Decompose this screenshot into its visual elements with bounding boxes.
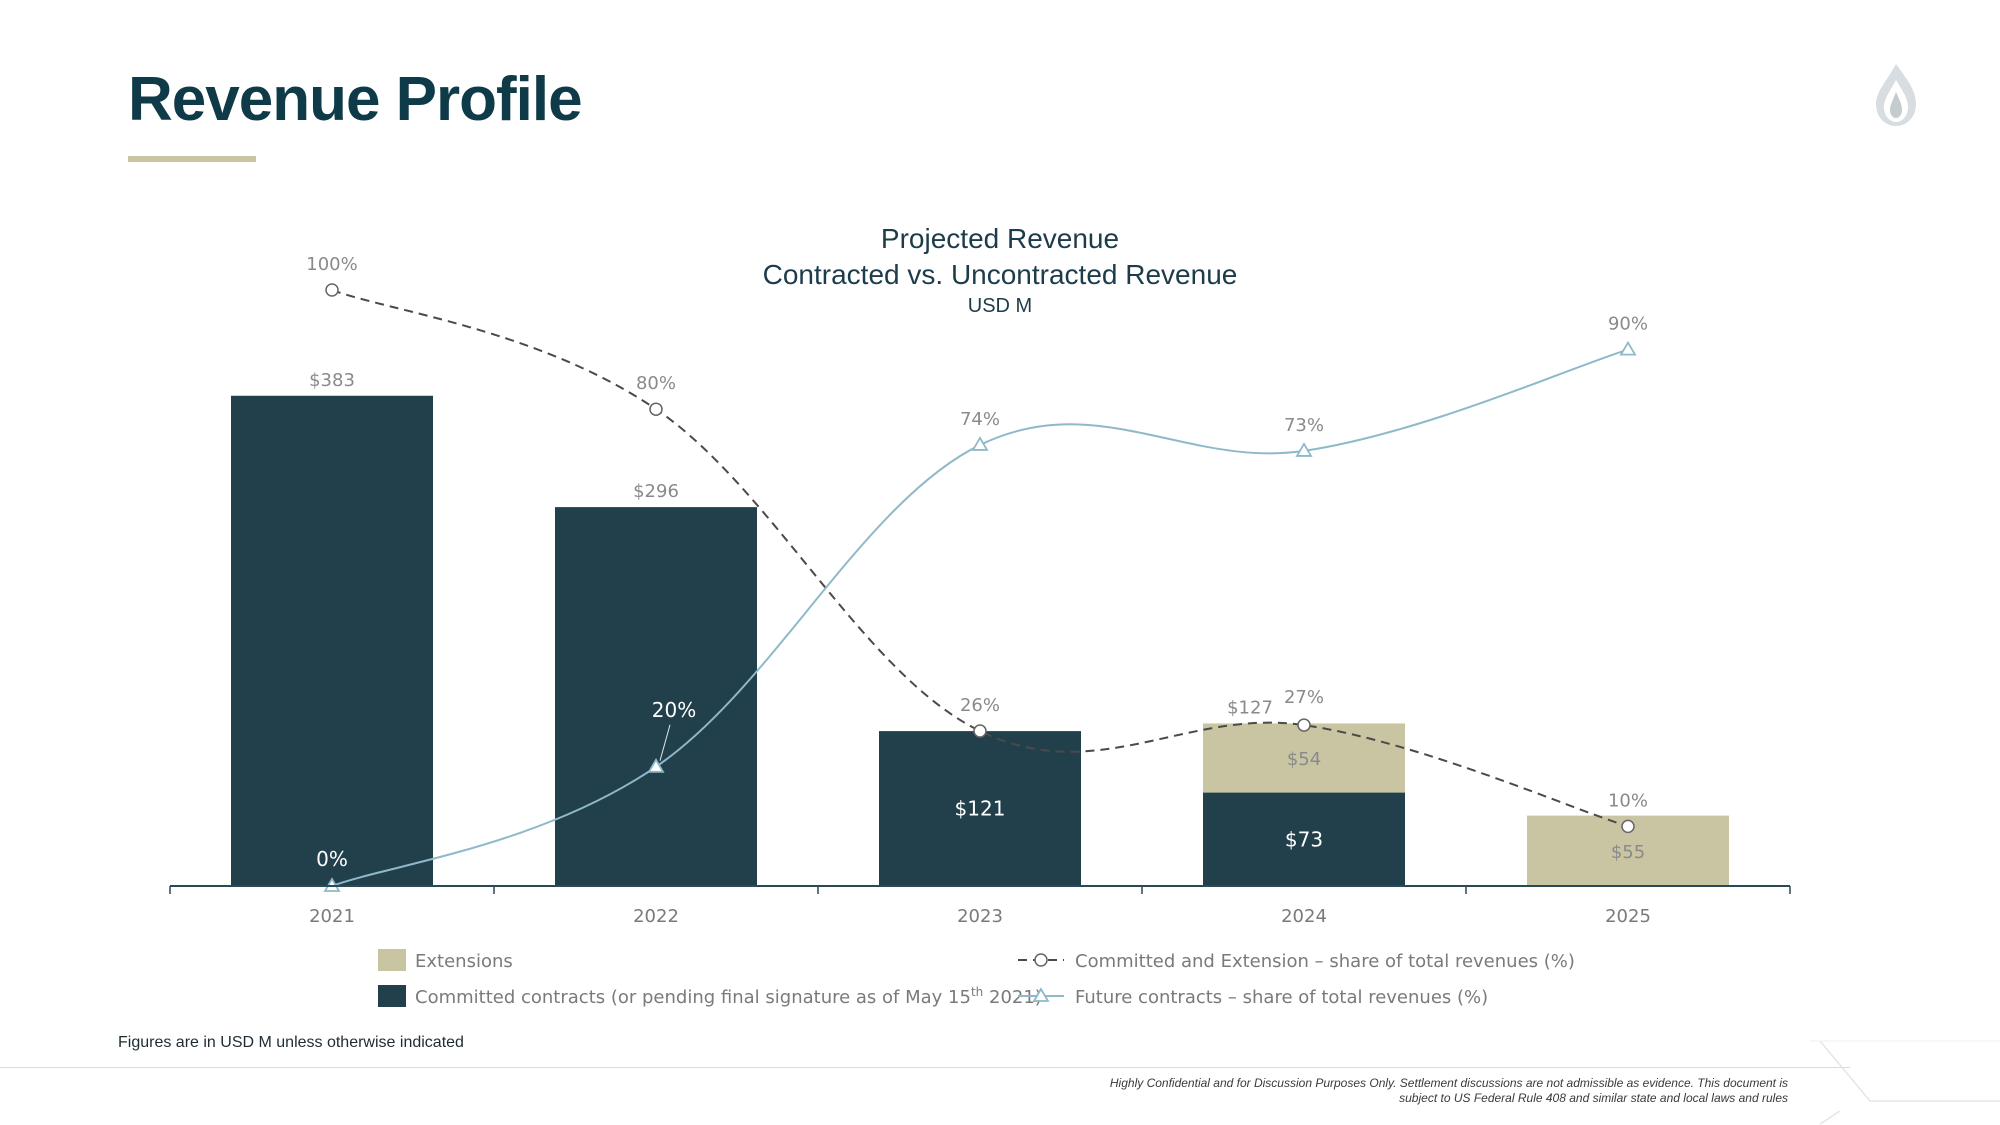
x-tick-label-2025: 2025: [1605, 906, 1651, 927]
legend-marker-committed-ext: [1034, 953, 1048, 967]
bar-extensions-2024: [1203, 723, 1405, 793]
x-axis: 2021 2022 2023 2024 2025: [169, 885, 1791, 927]
revenue-chart: Projected Revenue Contracted vs. Uncontr…: [169, 223, 1791, 1008]
marker-committed-ext-2025: [1621, 819, 1635, 834]
legend-label-committed: Committed contracts (or pending final si…: [415, 985, 1042, 1008]
marker-future-2022: [647, 758, 665, 773]
bar-committed-2021: [231, 395, 433, 886]
label-committed-ext-2024: 27%: [1284, 687, 1324, 708]
marker-future-2024: [1295, 442, 1313, 457]
disclaimer-line-1: Highly Confidential and for Discussion P…: [1109, 1076, 1788, 1090]
label-future-2023: 74%: [960, 409, 1000, 430]
legend-label-future: Future contracts – share of total revenu…: [1075, 987, 1488, 1008]
label-committed-2023: $121: [955, 797, 1006, 821]
label-future-2024: 73%: [1284, 415, 1324, 436]
legend-swatch-extensions: [378, 949, 406, 971]
label-committed-2021: $383: [309, 370, 355, 391]
page-title: Revenue Profile: [128, 65, 583, 134]
leader-future-2022: [659, 724, 671, 761]
disclaimer: Highly Confidential and for Discussion P…: [888, 1076, 1788, 1106]
x-tick-label-2024: 2024: [1281, 906, 1327, 927]
flame-logo-icon: [1876, 64, 1916, 126]
label-total-2024: $127: [1227, 697, 1273, 718]
label-committed-2022: $296: [633, 481, 679, 502]
x-tick-label-2021: 2021: [309, 906, 355, 927]
footnote: Figures are in USD M unless otherwise in…: [118, 1034, 464, 1051]
label-future-2022: 20%: [652, 698, 696, 722]
label-extensions-2025: $55: [1611, 842, 1645, 863]
legend-label-committed-main: Committed contracts (or pending final si…: [415, 987, 971, 1008]
bar-committed-2022: [555, 507, 757, 886]
label-extensions-2024: $54: [1287, 749, 1321, 770]
marker-committed-ext-2021: [325, 283, 339, 297]
marker-future-2025: [1619, 340, 1637, 356]
footer-decoration: [1810, 1040, 2000, 1125]
marker-future-2023: [971, 436, 989, 451]
label-committed-ext-2023: 26%: [960, 695, 1000, 716]
line-committed-extension-share: [331, 289, 1629, 828]
legend-label-committed-ext: Committed and Extension – share of total…: [1075, 951, 1575, 972]
bars-layer: [231, 395, 1729, 886]
label-committed-ext-2021: 100%: [306, 254, 357, 275]
legend-swatch-committed: [378, 985, 406, 1007]
label-committed-ext-2022: 80%: [636, 373, 676, 394]
legend-marker-future: [1032, 987, 1050, 1002]
legend-label-committed-sup: th: [971, 985, 983, 999]
chart-title: Projected Revenue: [881, 223, 1119, 254]
lines-layer: [323, 283, 1637, 892]
marker-committed-ext-2023: [973, 724, 987, 738]
bar-committed-2023: [879, 731, 1081, 886]
marker-committed-ext-2022: [649, 402, 663, 416]
label-future-2021: 0%: [316, 847, 348, 871]
chart-legend: Extensions Committed contracts (or pendin…: [378, 949, 1575, 1008]
label-committed-ext-2025: 10%: [1608, 790, 1648, 811]
legend-label-extensions: Extensions: [415, 951, 513, 972]
marker-committed-ext-2024: [1297, 718, 1311, 732]
chart-unit: USD M: [968, 295, 1032, 317]
labels-layer: $383 $296 $121 $73 $54 $127 $55 100% 80% 26% 27% 10…: [306, 254, 1648, 871]
x-tick-label-2022: 2022: [633, 906, 679, 927]
label-committed-2024: $73: [1285, 827, 1323, 851]
label-future-2025: 90%: [1608, 314, 1648, 335]
chart-subtitle: Contracted vs. Uncontracted Revenue: [763, 259, 1238, 290]
bar-committed-2024: [1203, 792, 1405, 886]
footer-divider: [0, 1067, 1850, 1068]
disclaimer-line-2: subject to US Federal Rule 408 and simil…: [1399, 1091, 1788, 1105]
legend-label-committed-end: 2021): [983, 987, 1042, 1008]
title-underline: [128, 156, 256, 162]
x-tick-label-2023: 2023: [957, 906, 1003, 927]
